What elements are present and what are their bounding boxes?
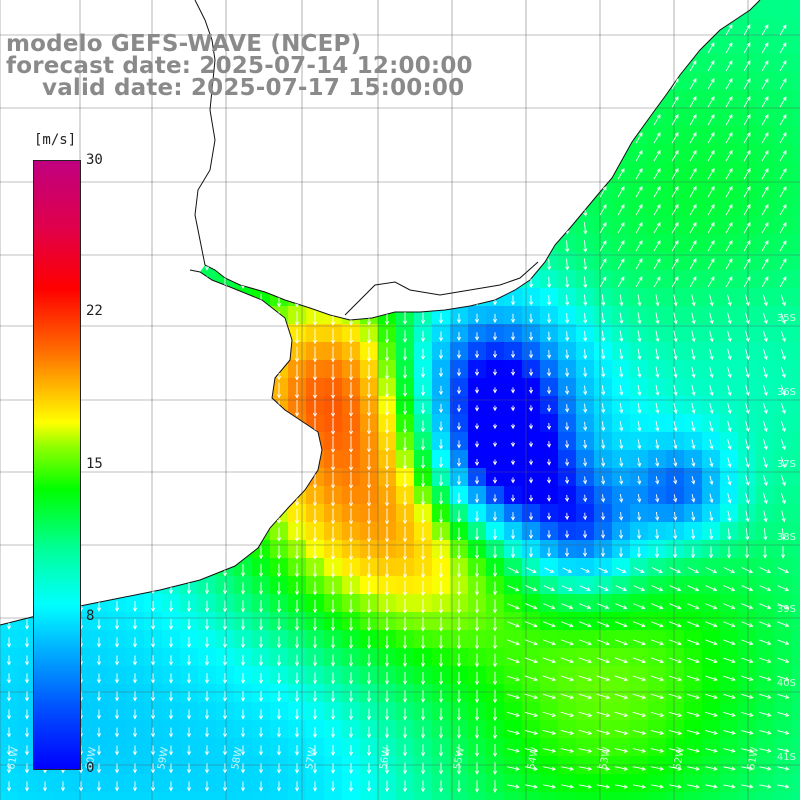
lat-label: 38S xyxy=(777,532,796,543)
lon-label: 61W xyxy=(6,746,21,770)
lon-label: 59W xyxy=(156,746,171,770)
lon-label: 52W xyxy=(672,746,687,770)
lon-label: 56W xyxy=(378,746,393,770)
colorbar-units: [m/s] xyxy=(34,132,77,148)
lat-label: 36S xyxy=(777,387,796,398)
lon-label: 51W xyxy=(746,746,761,770)
lat-label: 35S xyxy=(777,313,796,324)
colorbar-tick-22: 22 xyxy=(86,303,103,319)
forecast-date: forecast date: 2025-07-14 12:00:00 xyxy=(6,53,473,79)
valid-date: valid date: 2025-07-17 15:00:00 xyxy=(42,75,465,101)
lat-label: 39S xyxy=(777,604,796,615)
lat-label: 37S xyxy=(777,459,796,470)
lon-label: 54W xyxy=(526,746,541,770)
model-title: modelo GEFS-WAVE (NCEP) xyxy=(6,31,362,57)
lon-label: 57W xyxy=(304,746,319,770)
colorbar-tick-15: 15 xyxy=(86,456,103,472)
lon-label: 55W xyxy=(452,746,467,770)
lon-label: 58W xyxy=(230,746,245,770)
colorbar-tick-30: 30 xyxy=(86,152,103,168)
lon-label: 60W xyxy=(84,746,99,770)
coastline xyxy=(0,0,761,626)
colorbar-tick-8: 8 xyxy=(86,608,95,624)
colorbar-tick-0: 0 xyxy=(86,760,95,776)
grid-labels: 35S 36S 37S 38S 39S 40S 41S 61W 60W 59W 58W 57W 56W 5… xyxy=(6,313,796,771)
lon-label: 53W xyxy=(598,746,613,770)
lat-label: 41S xyxy=(777,752,796,763)
wind-speed-colorbar xyxy=(33,160,81,770)
lat-label: 40S xyxy=(777,678,796,689)
